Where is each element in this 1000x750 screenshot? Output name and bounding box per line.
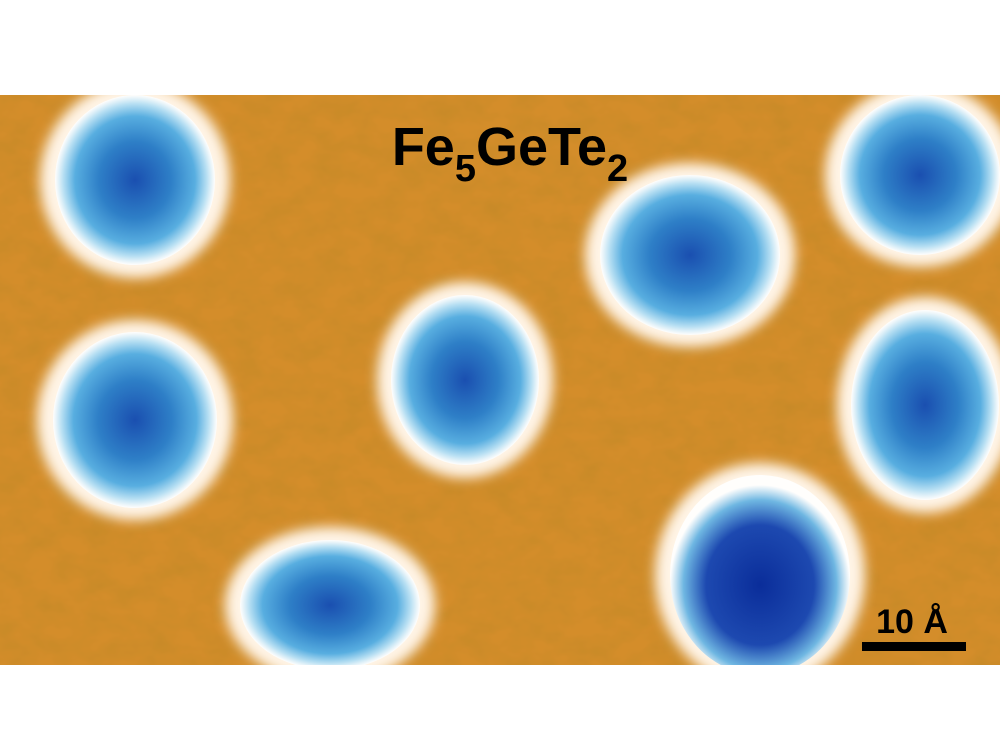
blue-domain: [391, 295, 539, 465]
blue-domain: [851, 310, 999, 500]
micrograph: [0, 95, 1000, 665]
scale-bar: [862, 642, 966, 651]
label: Fe5GeTe2: [392, 117, 628, 190]
blue-domain: [240, 540, 420, 665]
blue-domain: [840, 95, 1000, 255]
blue-domain: [670, 475, 850, 665]
label-part: Fe: [392, 117, 455, 177]
blue-domain: [55, 95, 215, 265]
blue-domain: [600, 175, 780, 335]
label-subscript: 5: [455, 148, 476, 190]
label-subscript: 2: [607, 148, 628, 190]
blue-domain: [53, 332, 217, 508]
scale-bar-label: 10 Å: [876, 603, 948, 641]
label-part: GeTe: [476, 117, 607, 177]
